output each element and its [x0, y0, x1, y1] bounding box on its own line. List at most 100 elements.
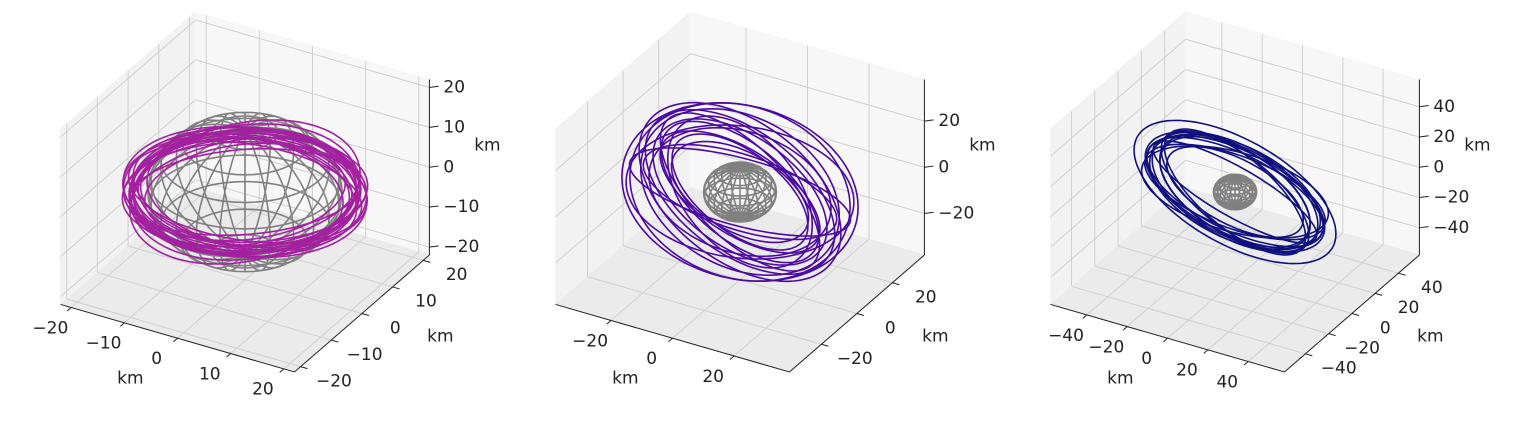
x-axis-label: km	[612, 368, 638, 388]
sphere-parallel	[703, 169, 777, 207]
z-axis-label: km	[1464, 135, 1490, 155]
tick-mark	[1328, 333, 1336, 337]
tick-mark	[331, 339, 339, 343]
tick-mark	[606, 320, 612, 325]
grid-line	[1050, 69, 1186, 187]
x-axis-label: km	[1107, 368, 1133, 388]
tick-mark	[924, 165, 934, 168]
orbit	[659, 130, 821, 254]
orbit	[1140, 145, 1330, 239]
orbit	[644, 109, 836, 276]
z-tick-label: −20	[938, 203, 974, 223]
grid-line	[1185, 159, 1420, 229]
tick-mark	[1351, 313, 1360, 317]
tick-mark	[1122, 326, 1128, 331]
tick-mark	[821, 343, 829, 347]
tick-mark	[429, 85, 439, 89]
tick-mark	[1419, 135, 1429, 138]
tick-mark	[361, 313, 370, 317]
orbit	[127, 140, 363, 244]
orbit	[123, 140, 367, 244]
sphere-parallel	[726, 162, 754, 177]
orbit	[1152, 140, 1318, 244]
grid-line	[1050, 159, 1186, 278]
orbit	[629, 102, 851, 282]
tick-mark	[1419, 195, 1429, 199]
x-tick-label: 0	[151, 349, 162, 369]
y-tick-label: −20	[316, 371, 352, 391]
grid-line	[1185, 99, 1420, 168]
grid-line	[60, 179, 196, 297]
sphere-parallel	[159, 180, 331, 267]
tick-mark	[173, 337, 178, 343]
z-tick-label: 20	[1433, 127, 1455, 147]
x-tick-label: −10	[86, 334, 122, 354]
z-tick-label: −10	[443, 197, 479, 217]
sphere-parallel	[1226, 200, 1244, 210]
z-tick-label: 0	[443, 157, 454, 177]
grid-line	[66, 298, 301, 368]
grid-line	[1141, 225, 1376, 294]
subplot: −20 −10 0 10 20 −20 −10 0 10 20 −20 −10 0 10 20 km km km	[32, 10, 501, 400]
orbit	[659, 112, 821, 272]
tick-mark	[668, 337, 673, 343]
z-tick-label: 20	[938, 111, 960, 131]
z-tick-label: 0	[1433, 157, 1444, 177]
grid-line	[555, 53, 691, 171]
grid-line	[195, 59, 430, 128]
z-tick-label: −40	[1433, 218, 1469, 238]
y-tick-label: −10	[347, 345, 383, 365]
sphere-parallel	[1212, 178, 1258, 202]
grid-line	[1185, 69, 1420, 138]
tick-mark	[924, 119, 934, 122]
orbit	[666, 115, 814, 269]
y-axis-label: km	[922, 326, 948, 346]
orbit	[1143, 143, 1327, 241]
orbit	[1133, 119, 1337, 265]
y-tick-label: 20	[1398, 298, 1420, 318]
x-tick-label: −40	[1048, 326, 1084, 346]
tick-mark	[1419, 165, 1429, 168]
orbit	[122, 126, 368, 258]
x-tick-label: 40	[1216, 372, 1238, 392]
tick-mark	[1419, 226, 1429, 229]
x-tick-label: −20	[572, 331, 608, 351]
sphere-parallel	[707, 163, 773, 197]
tick-mark	[119, 322, 125, 327]
y-axis-line	[789, 254, 925, 373]
y-axis-label: km	[1417, 326, 1443, 346]
grid-line	[195, 99, 430, 168]
grid-line	[195, 19, 430, 89]
x-tick-label: −20	[32, 318, 68, 338]
sphere-parallel	[1215, 174, 1255, 196]
grid-line	[60, 59, 196, 178]
z-tick-label: 10	[443, 117, 465, 137]
sphere-parallel	[181, 208, 309, 273]
tick-mark	[1305, 353, 1313, 357]
z-axis-label: km	[969, 135, 995, 155]
z-axis-label: km	[474, 135, 500, 155]
grid-line	[97, 272, 332, 341]
y-tick-label: −20	[1344, 338, 1380, 358]
tick-mark	[66, 307, 72, 312]
tick-mark	[392, 286, 400, 290]
grid-line	[60, 19, 196, 138]
x-axis-line	[60, 303, 295, 373]
grid-line	[60, 99, 196, 218]
x-tick-label: 20	[252, 380, 274, 400]
y-axis-line	[1284, 254, 1420, 373]
grid-line	[690, 99, 925, 168]
grid-line	[690, 53, 925, 122]
z-tick-label: 40	[1433, 97, 1455, 117]
x-axis-line	[1050, 303, 1285, 373]
grid-line	[1050, 38, 1186, 157]
tick-mark	[856, 313, 865, 317]
z-tick-label: −20	[1433, 188, 1469, 208]
orbit	[652, 118, 828, 266]
subplot: −20 0 20 −20 0 20 −20 0 20 km km km	[554, 10, 996, 388]
grid-line	[1071, 285, 1306, 355]
tick-mark	[423, 259, 431, 263]
sphere-parallel	[707, 187, 773, 221]
